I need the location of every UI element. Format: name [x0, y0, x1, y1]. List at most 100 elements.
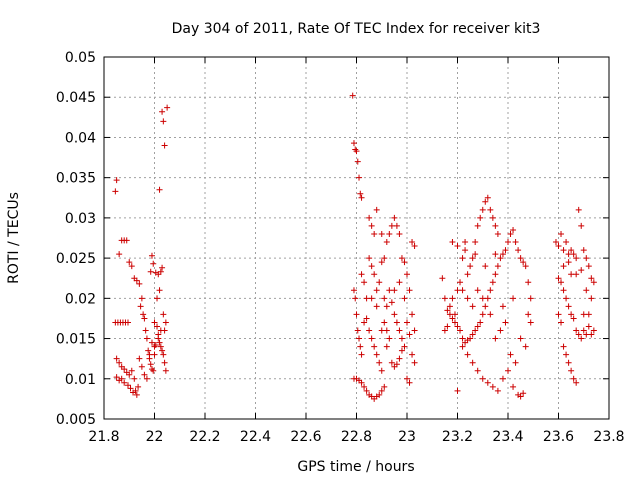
data-point	[472, 239, 479, 246]
data-point	[356, 335, 363, 342]
data-point	[118, 375, 125, 382]
data-point	[381, 383, 388, 390]
data-point	[354, 327, 361, 334]
data-point	[441, 295, 448, 302]
data-point	[161, 142, 168, 149]
data-point	[454, 287, 461, 294]
data-point	[383, 303, 390, 310]
data-point	[371, 230, 378, 237]
data-point	[136, 280, 143, 287]
data-point	[398, 335, 405, 342]
data-point	[454, 243, 461, 250]
data-point	[388, 299, 395, 306]
data-point	[368, 263, 375, 270]
data-point	[371, 343, 378, 350]
data-point	[113, 374, 120, 381]
data-point	[560, 343, 567, 350]
data-point	[555, 275, 562, 282]
data-point	[147, 361, 154, 368]
data-point	[510, 226, 517, 233]
data-point	[361, 383, 368, 390]
data-point	[474, 367, 481, 374]
data-point	[376, 279, 383, 286]
data-point	[391, 311, 398, 318]
data-point	[401, 295, 408, 302]
data-point	[376, 391, 383, 398]
data-point	[131, 375, 138, 382]
data-point	[570, 251, 577, 258]
data-point	[469, 255, 476, 262]
data-point	[135, 383, 142, 390]
data-point	[160, 118, 167, 125]
data-point	[136, 355, 143, 362]
data-point	[381, 255, 388, 262]
data-point	[560, 287, 567, 294]
data-point	[568, 367, 575, 374]
data-point	[378, 327, 385, 334]
data-point	[583, 287, 590, 294]
data-point	[580, 311, 587, 318]
y-tick-label: 0.015	[56, 332, 96, 348]
data-point	[505, 367, 511, 374]
x-tick-label: 21.8	[88, 429, 119, 445]
data-point	[404, 375, 410, 382]
data-point	[396, 230, 403, 237]
data-point	[510, 295, 517, 302]
data-point	[469, 331, 476, 338]
x-tick-label: 23.4	[492, 429, 523, 445]
data-point	[527, 319, 534, 326]
data-point	[520, 259, 527, 266]
data-point	[464, 351, 471, 358]
x-tick-labels: 21.8 22 22.2 22.4 22.6 22.8 23 23.2 23.4 23.6 23.8	[88, 429, 624, 445]
data-point	[393, 361, 400, 368]
data-point	[492, 251, 499, 258]
data-point	[446, 303, 453, 310]
data-point	[444, 323, 451, 330]
data-point	[477, 214, 484, 221]
data-point	[361, 279, 368, 286]
data-point	[152, 341, 159, 348]
data-point	[358, 379, 365, 386]
data-point	[575, 206, 582, 213]
data-point	[583, 255, 590, 262]
data-point	[373, 351, 380, 358]
data-point	[350, 287, 357, 294]
data-point	[489, 383, 496, 390]
data-point	[492, 222, 499, 229]
data-point	[573, 255, 580, 262]
x-tick-label: 23.6	[543, 429, 574, 445]
data-point	[366, 255, 373, 262]
data-point	[558, 230, 565, 237]
data-point	[441, 327, 448, 334]
data-point	[162, 367, 169, 374]
data-point	[497, 255, 504, 262]
data-point	[350, 140, 357, 147]
data-point	[560, 263, 567, 270]
data-point	[373, 303, 380, 310]
data-point	[124, 319, 131, 326]
data-point	[145, 347, 152, 354]
data-point	[477, 319, 484, 326]
data-point	[157, 327, 164, 334]
data-point	[517, 255, 524, 262]
data-point	[590, 327, 597, 334]
data-point	[137, 303, 144, 310]
data-point	[588, 275, 595, 282]
x-tick-label: 22.2	[189, 429, 220, 445]
data-point	[522, 343, 529, 350]
data-point	[489, 214, 496, 221]
y-tick-label: 0.04	[65, 130, 96, 146]
data-point	[143, 375, 150, 382]
data-point	[363, 315, 370, 322]
data-point	[590, 279, 597, 286]
data-point	[393, 222, 400, 229]
data-point	[411, 327, 418, 334]
data-point	[373, 206, 380, 213]
data-point	[160, 351, 167, 358]
data-point	[467, 263, 474, 270]
data-point	[376, 359, 383, 366]
data-point	[469, 303, 476, 310]
data-point	[143, 335, 150, 342]
data-point	[570, 315, 577, 322]
